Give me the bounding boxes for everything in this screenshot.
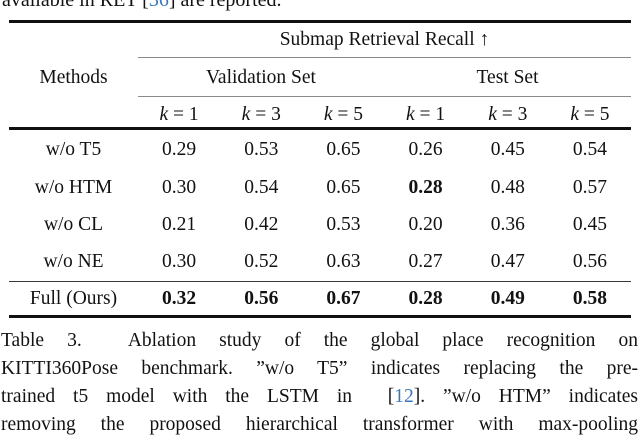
column-header-test-k3: k = 3: [488, 104, 528, 125]
cell-value: 0.30: [162, 251, 197, 272]
cell-value-best: 0.58: [572, 288, 607, 309]
table-title: Submap Retrieval Recall ↑: [279, 29, 490, 50]
cell-value-best: 0.32: [162, 288, 197, 309]
method-name: w/o HTM: [34, 177, 113, 198]
cell-value: 0.56: [572, 251, 607, 272]
cell-value: 0.30: [162, 177, 197, 198]
cell-value: 0.36: [490, 214, 525, 235]
method-name: Full (Ours): [29, 288, 118, 309]
table-row-wo-htm: w/o HTM 0.30 0.54 0.65 0.28 0.48 0.57: [35, 176, 631, 200]
cell-value-best: 0.67: [326, 288, 361, 309]
citation-link[interactable]: 12: [394, 386, 414, 407]
cell-value: 0.63: [326, 251, 361, 272]
table-caption: Table 3. Ablation study of the global pl…: [1, 327, 638, 439]
cell-value-best: 0.28: [408, 177, 443, 198]
title-underline-rule: [138, 57, 631, 58]
group-underline-rule: [138, 96, 631, 97]
cell-value: 0.45: [572, 214, 607, 235]
column-header-val-k1: k = 1: [159, 104, 199, 125]
group-header-validation: Validation Set: [206, 67, 316, 88]
group-header-test: Test Set: [476, 67, 539, 88]
caption-line-2: KITTI360Pose benchmark. ”w/o T5” indicat…: [1, 358, 638, 379]
column-header-test-k1: k = 1: [406, 104, 446, 125]
table-row-wo-t5: w/o T5 0.29 0.53 0.65 0.26 0.45 0.54: [46, 138, 631, 162]
cell-value: 0.53: [244, 139, 279, 160]
header-separator-rule: [9, 127, 631, 130]
table-bottom-rule: [9, 315, 631, 318]
clipped-text-post: ] are reported.: [168, 0, 282, 11]
cell-value: 0.54: [572, 139, 607, 160]
cell-value: 0.57: [572, 177, 607, 198]
cell-value: 0.27: [408, 251, 443, 272]
cell-value: 0.65: [326, 177, 361, 198]
cell-value: 0.65: [326, 139, 361, 160]
cell-value: 0.53: [326, 214, 361, 235]
cell-value: 0.29: [162, 139, 197, 160]
clipped-text-pre: available in RET [: [2, 0, 149, 11]
citation-link[interactable]: 36: [148, 0, 169, 11]
caption-line-3: trained t5 model with the LSTM in [12]. …: [1, 386, 638, 407]
method-name: w/o CL: [43, 214, 104, 235]
column-header-val-k3: k = 3: [241, 104, 281, 125]
full-row-separator-rule: [9, 281, 631, 282]
cell-value: 0.48: [490, 177, 525, 198]
column-header-test-k5: k = 5: [570, 104, 610, 125]
cell-value-best: 0.28: [408, 288, 443, 309]
method-name: w/o T5: [45, 139, 102, 160]
cell-value-best: 0.56: [244, 288, 279, 309]
table-row-full-ours: Full (Ours) 0.32 0.56 0.67 0.28 0.49 0.5…: [9, 287, 631, 311]
method-name: w/o NE: [43, 251, 104, 272]
cell-value: 0.45: [490, 139, 525, 160]
table-row-wo-ne: w/o NE 0.30 0.52 0.63 0.27 0.47 0.56: [43, 250, 631, 274]
table-row-wo-cl: w/o CL 0.21 0.42 0.53 0.20 0.36 0.45: [44, 213, 631, 237]
clipped-body-text: available in RET [36] are reported.: [2, 0, 638, 11]
cell-value-best: 0.49: [490, 288, 525, 309]
cell-value: 0.54: [244, 177, 279, 198]
column-header-methods: Methods: [39, 67, 108, 88]
caption-line-1: Table 3. Ablation study of the global pl…: [1, 330, 638, 351]
cell-value: 0.52: [244, 251, 279, 272]
column-header-val-k5: k = 5: [323, 104, 363, 125]
cell-value: 0.21: [162, 214, 197, 235]
cell-value: 0.42: [244, 214, 279, 235]
cell-value: 0.20: [408, 214, 443, 235]
caption-line-4: removing the proposed hierarchical trans…: [1, 414, 638, 435]
subheader-row: k = 1 k = 3 k = 5 k = 1 k = 3 k = 5: [138, 103, 631, 127]
cell-value: 0.26: [408, 139, 443, 160]
table-top-rule: [9, 20, 631, 23]
cell-value: 0.47: [490, 251, 525, 272]
